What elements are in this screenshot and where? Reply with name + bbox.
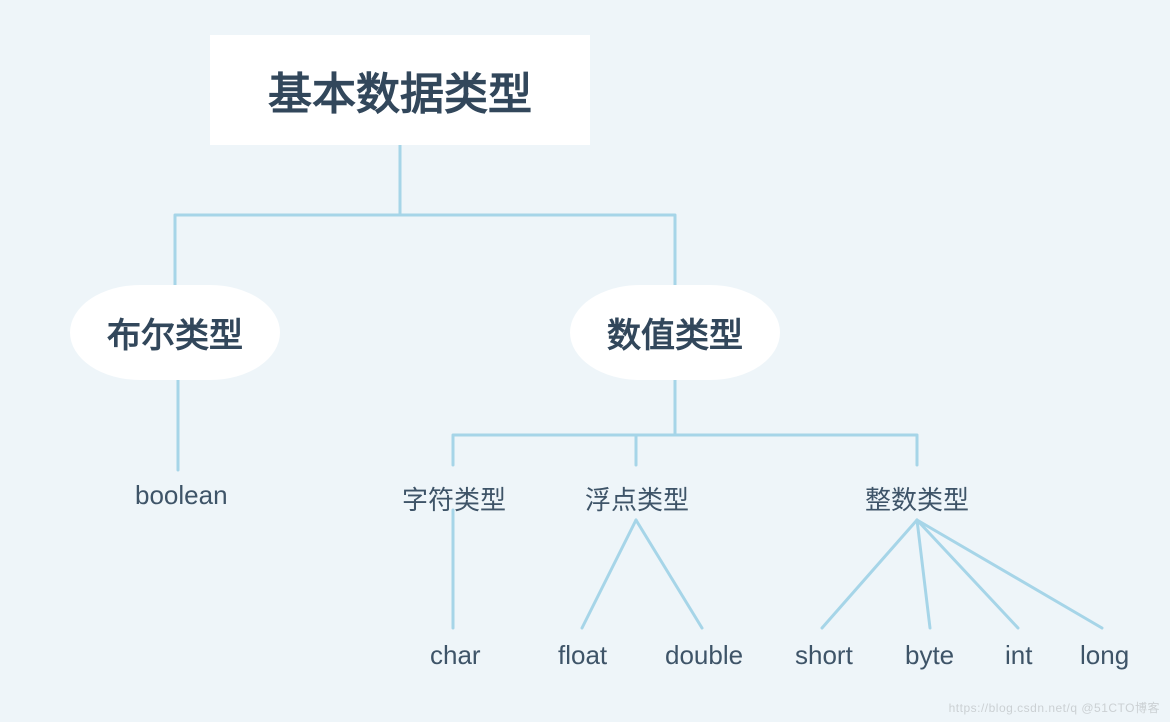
mid-node-bool: 布尔类型: [70, 285, 280, 380]
leaf-label: int: [1005, 640, 1032, 670]
mid-node-label: 布尔类型: [107, 308, 243, 357]
leaf-short: short: [795, 640, 853, 671]
leaf-label: char: [430, 640, 481, 670]
sub-label-text: 字符类型: [402, 485, 506, 515]
leaf-label: byte: [905, 640, 954, 670]
leaf-long: long: [1080, 640, 1129, 671]
sub-label-float_t: 浮点类型: [585, 480, 689, 517]
leaf-float: float: [558, 640, 607, 671]
leaf-double: double: [665, 640, 743, 671]
sub-label-text: 整数类型: [865, 485, 969, 515]
leaf-label: double: [665, 640, 743, 670]
sub-label-char_t: 字符类型: [402, 480, 506, 517]
leaf-byte: byte: [905, 640, 954, 671]
leaf-char: char: [430, 640, 481, 671]
mid-node-label: 数值类型: [607, 308, 743, 357]
sub-label-text: boolean: [135, 480, 228, 510]
sub-label-int_t: 整数类型: [865, 480, 969, 517]
leaf-label: short: [795, 640, 853, 670]
sub-label-text: 浮点类型: [585, 485, 689, 515]
root-label: 基本数据类型: [268, 58, 532, 122]
root-node: 基本数据类型: [210, 35, 590, 145]
sub-label-boolean: boolean: [135, 480, 228, 511]
leaf-label: long: [1080, 640, 1129, 670]
leaf-int: int: [1005, 640, 1032, 671]
leaf-label: float: [558, 640, 607, 670]
watermark-text: https://blog.csdn.net/q @51CTO博客: [949, 699, 1160, 716]
mid-node-num: 数值类型: [570, 285, 780, 380]
